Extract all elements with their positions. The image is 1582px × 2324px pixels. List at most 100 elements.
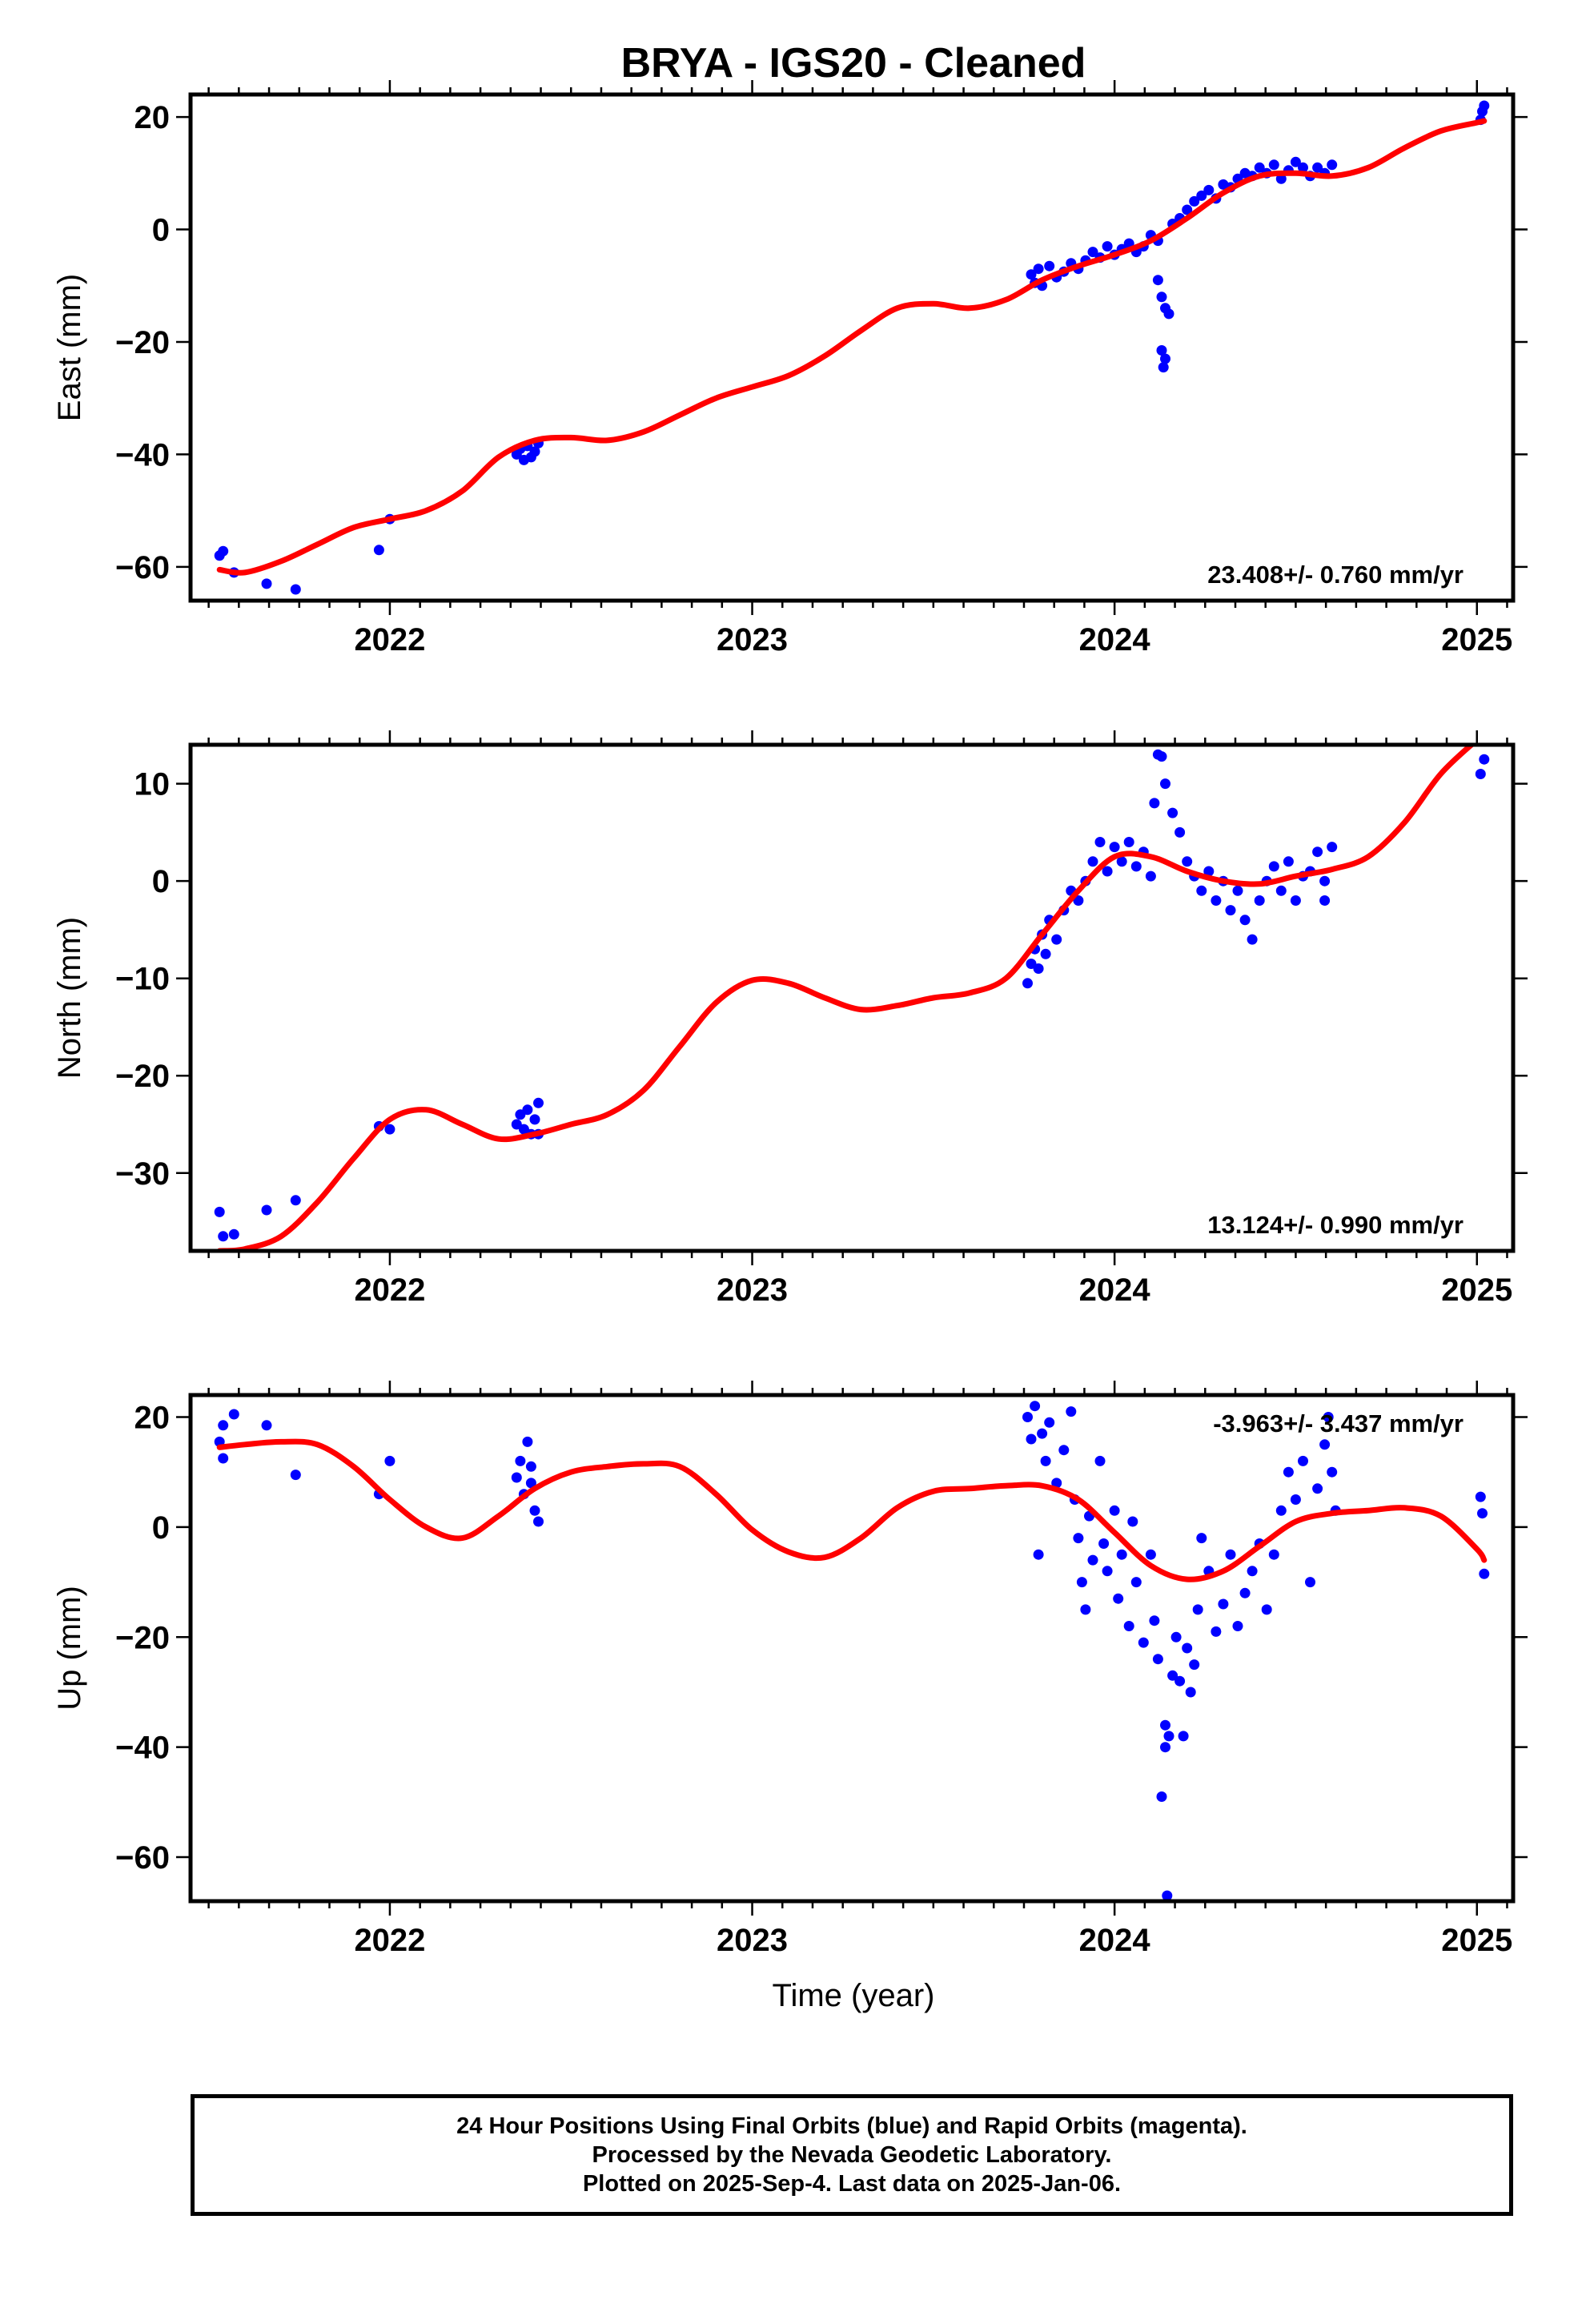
east-data-point	[1196, 190, 1207, 201]
north-data-point	[1040, 948, 1051, 959]
north-x-tick-label: 2025	[1441, 1273, 1512, 1308]
north-data-point	[1160, 778, 1170, 790]
north-y-tick-label: −30	[115, 1156, 170, 1192]
up-data-point	[1152, 1654, 1163, 1665]
up-data-point	[1149, 1615, 1160, 1626]
north-data-point	[1156, 751, 1167, 762]
up-data-point	[1283, 1466, 1294, 1478]
north-data-point	[1247, 934, 1258, 945]
up-data-point	[1178, 1731, 1189, 1742]
up-data-point	[1323, 1412, 1334, 1422]
north-data-point	[1033, 963, 1044, 974]
east-plot-area	[214, 100, 1490, 595]
up-y-tick-label: 20	[135, 1400, 171, 1435]
north-data-point	[1254, 895, 1265, 906]
east-data-point	[290, 584, 301, 595]
north-data-point	[1312, 846, 1323, 858]
north-data-point	[1174, 826, 1186, 838]
up-data-point	[1261, 1604, 1272, 1615]
up-data-point	[1170, 1631, 1182, 1642]
up-y-tick-label: −60	[115, 1840, 170, 1876]
east-data-point	[1268, 159, 1279, 171]
up-model-curve	[216, 1438, 1488, 1582]
north-x-tick-label: 2024	[1079, 1273, 1151, 1308]
east-data-point	[1189, 195, 1200, 207]
x-axis-label: Time (year)	[773, 1978, 935, 2013]
up-data-point	[1211, 1626, 1222, 1637]
north-data-point	[384, 1124, 396, 1135]
up-panel: 2022 2023 2024 2025 −60 −40 −20 0 20 Up (mm) -3.96…	[52, 1381, 1528, 1958]
chart-title: BRYA - IGS20 - Cleaned	[621, 40, 1086, 86]
up-data-point	[1298, 1455, 1308, 1466]
east-data-point	[261, 578, 272, 589]
up-data-point	[1109, 1505, 1120, 1516]
up-data-point	[1094, 1455, 1106, 1466]
north-data-point	[218, 1231, 229, 1242]
up-data-point	[1160, 1719, 1170, 1731]
up-y-tick-label: 0	[152, 1510, 170, 1546]
up-data-point	[1102, 1566, 1113, 1577]
north-data-point	[1475, 769, 1486, 779]
up-plot-area	[214, 1401, 1490, 1901]
east-data-point	[1254, 162, 1265, 173]
up-data-point	[384, 1455, 396, 1466]
north-data-point	[1319, 895, 1331, 906]
east-data-point	[1163, 308, 1174, 320]
north-data-point	[1239, 915, 1251, 926]
caption-line-2: Processed by the Nevada Geodetic Laborat…	[592, 2142, 1112, 2168]
up-data-point	[1058, 1445, 1070, 1456]
north-data-point	[1225, 905, 1236, 916]
north-data-point	[533, 1097, 544, 1108]
up-y-tick-label: −40	[115, 1731, 170, 1766]
up-data-point	[1192, 1604, 1203, 1615]
north-data-point	[1116, 856, 1127, 867]
up-x-tick-label: 2023	[717, 1923, 788, 1958]
up-data-point	[290, 1470, 301, 1481]
up-data-point	[261, 1420, 272, 1431]
east-data-point	[1044, 260, 1055, 271]
up-data-point	[1185, 1687, 1196, 1698]
up-data-point	[1123, 1621, 1134, 1631]
up-data-point	[1477, 1508, 1488, 1519]
east-x-tick-label: 2025	[1441, 622, 1512, 657]
east-data-point	[1298, 162, 1308, 173]
north-data-point	[1290, 895, 1301, 906]
north-data-point	[511, 1119, 522, 1130]
up-frame	[188, 1393, 1516, 1904]
north-data-point	[1479, 754, 1490, 765]
up-data-point	[1232, 1621, 1243, 1631]
up-data-point	[1030, 1401, 1041, 1412]
east-data-point	[1156, 345, 1167, 356]
up-data-point	[1312, 1483, 1323, 1494]
caption-box: 24 Hour Positions Using Final Orbits (bl…	[191, 2094, 1513, 2216]
north-x-tick-label: 2023	[717, 1273, 788, 1308]
up-data-point	[1076, 1577, 1087, 1588]
north-y-tick-label: −20	[115, 1059, 170, 1094]
east-model-curve	[216, 118, 1488, 576]
up-data-point	[1174, 1675, 1186, 1687]
north-data-point	[529, 1114, 540, 1125]
up-data-point	[1290, 1494, 1301, 1505]
up-data-point	[1163, 1731, 1174, 1742]
up-data-point	[533, 1516, 544, 1527]
north-data-point	[1102, 866, 1113, 877]
north-data-point	[1196, 885, 1207, 896]
north-data-point	[1319, 875, 1331, 887]
up-data-point	[1160, 1742, 1170, 1753]
up-data-point	[218, 1420, 229, 1431]
up-data-point	[1247, 1566, 1258, 1577]
north-data-point	[1203, 866, 1215, 877]
east-data-point	[1156, 292, 1167, 303]
east-data-point	[1203, 184, 1215, 195]
up-data-point	[1475, 1491, 1486, 1502]
up-data-point	[1268, 1549, 1279, 1560]
east-data-point	[1033, 263, 1044, 275]
north-data-point	[1283, 856, 1294, 867]
north-data-point	[1211, 895, 1222, 906]
up-data-point	[1022, 1412, 1033, 1422]
north-data-point	[214, 1206, 225, 1217]
east-y-tick-label: −40	[115, 437, 170, 472]
north-data-point	[261, 1204, 272, 1216]
east-data-point	[1102, 241, 1113, 252]
east-x-tick-label: 2024	[1079, 622, 1151, 657]
